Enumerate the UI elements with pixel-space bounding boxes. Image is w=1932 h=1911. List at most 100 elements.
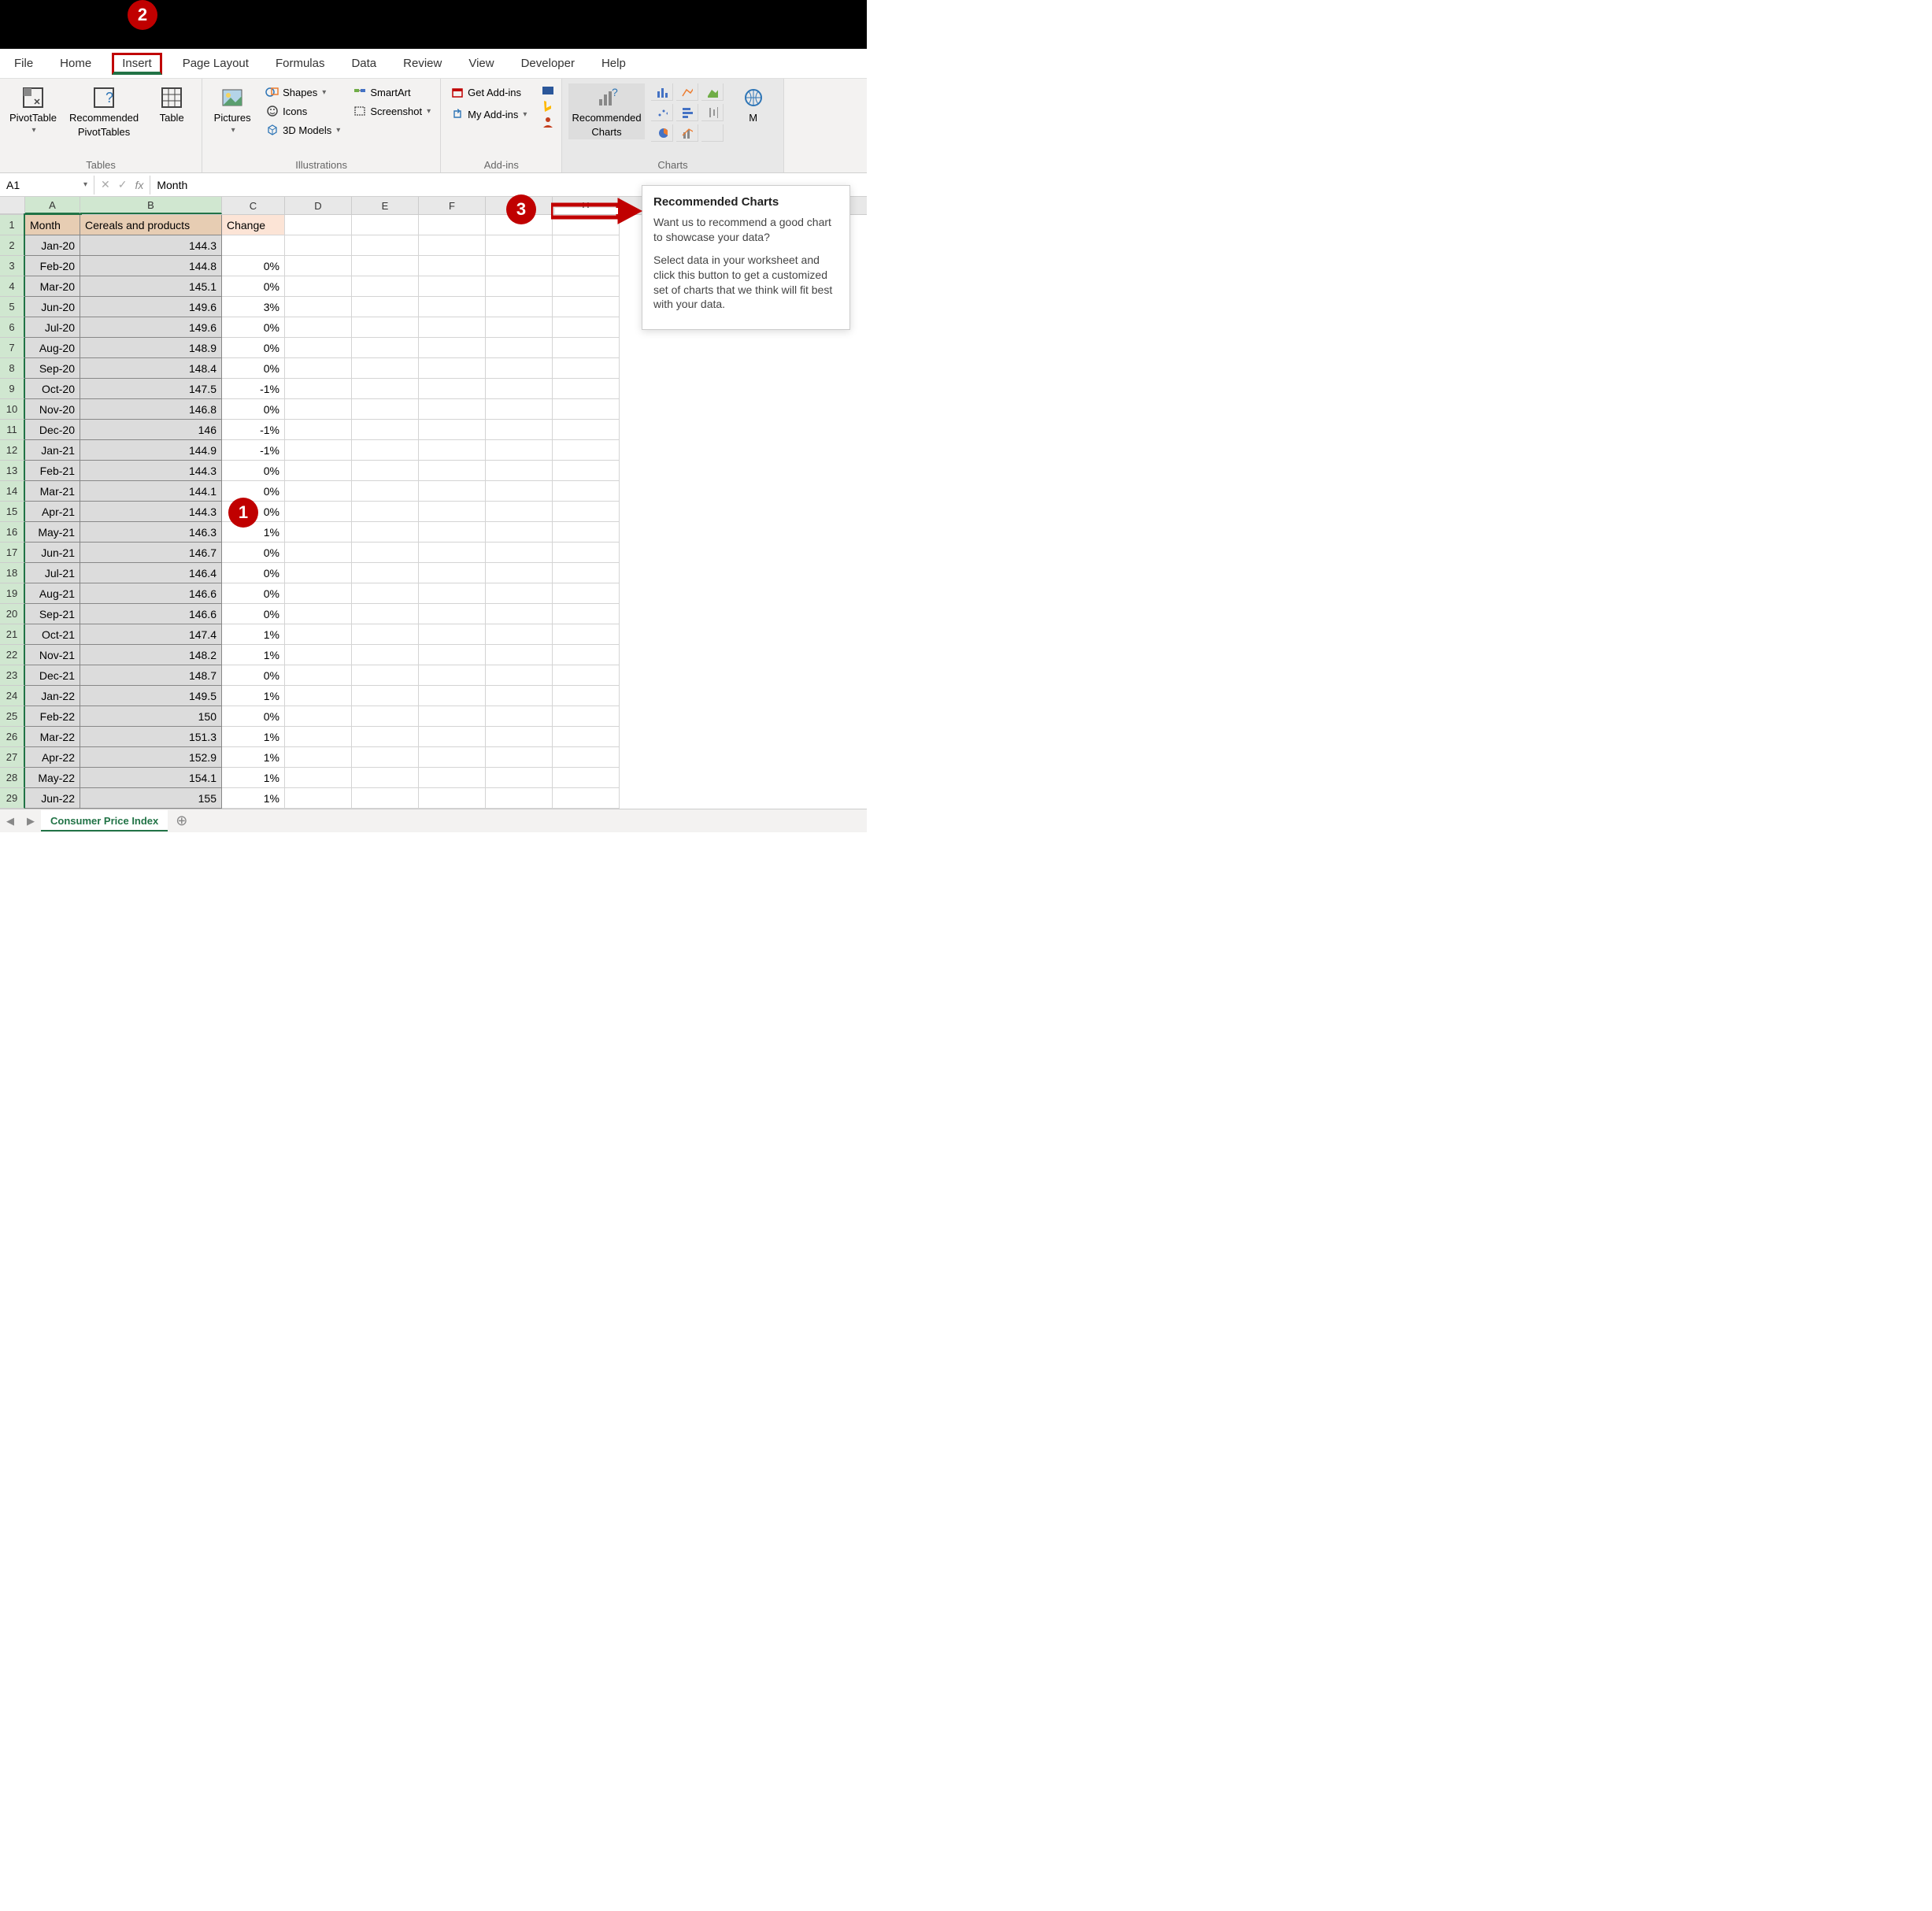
more-chart-icon[interactable] <box>701 124 724 142</box>
cell[interactable] <box>553 706 620 727</box>
cell[interactable]: Oct-20 <box>25 379 80 399</box>
cell[interactable] <box>419 543 486 563</box>
cell[interactable] <box>486 665 553 686</box>
tab-formulas[interactable]: Formulas <box>269 52 331 75</box>
cell[interactable] <box>486 481 553 502</box>
cell[interactable]: 148.4 <box>80 358 222 379</box>
cell[interactable]: 0% <box>222 317 285 338</box>
cell[interactable] <box>486 768 553 788</box>
cell[interactable]: 148.2 <box>80 645 222 665</box>
cell[interactable] <box>553 440 620 461</box>
cell[interactable]: 1% <box>222 686 285 706</box>
line-chart-icon[interactable] <box>676 83 698 101</box>
cell[interactable] <box>486 235 553 256</box>
cell[interactable] <box>285 399 352 420</box>
cell[interactable] <box>553 543 620 563</box>
cell[interactable] <box>419 604 486 624</box>
cell[interactable] <box>352 665 419 686</box>
cell[interactable]: 1% <box>222 788 285 809</box>
cell[interactable] <box>285 686 352 706</box>
screenshot-button[interactable]: Screenshot▾ <box>350 102 434 120</box>
cell[interactable]: 144.1 <box>80 481 222 502</box>
tab-view[interactable]: View <box>462 52 500 75</box>
cell[interactable] <box>419 461 486 481</box>
cell[interactable] <box>352 317 419 338</box>
cell[interactable] <box>419 747 486 768</box>
cell[interactable]: 0% <box>222 481 285 502</box>
cell[interactable] <box>486 583 553 604</box>
my-addins-button[interactable]: My Add-ins▾ <box>447 106 530 123</box>
get-addins-button[interactable]: Get Add-ins <box>447 83 530 101</box>
cell[interactable] <box>486 788 553 809</box>
cell[interactable] <box>285 481 352 502</box>
cell[interactable]: 1% <box>222 747 285 768</box>
cell[interactable]: Feb-21 <box>25 461 80 481</box>
tab-file[interactable]: File <box>8 52 39 75</box>
cell[interactable] <box>553 624 620 645</box>
row-header[interactable]: 6 <box>0 317 25 338</box>
cell[interactable] <box>285 297 352 317</box>
row-header[interactable]: 23 <box>0 665 25 686</box>
row-header[interactable]: 22 <box>0 645 25 665</box>
cell[interactable]: 1% <box>222 645 285 665</box>
row-header[interactable]: 18 <box>0 563 25 583</box>
cell[interactable]: 1% <box>222 522 285 543</box>
pivottable-button[interactable]: PivotTable▾ <box>6 83 60 137</box>
cell[interactable]: 0% <box>222 583 285 604</box>
cell[interactable] <box>352 256 419 276</box>
cell[interactable] <box>352 727 419 747</box>
cell[interactable]: Mar-22 <box>25 727 80 747</box>
tab-help[interactable]: Help <box>595 52 632 75</box>
cell[interactable]: Apr-21 <box>25 502 80 522</box>
cell[interactable]: 144.3 <box>80 461 222 481</box>
smartart-button[interactable]: SmartArt <box>350 83 434 101</box>
cell[interactable] <box>553 317 620 338</box>
cell[interactable] <box>285 727 352 747</box>
cell[interactable] <box>486 379 553 399</box>
cell[interactable] <box>553 256 620 276</box>
cell[interactable] <box>553 379 620 399</box>
enter-icon[interactable]: ✓ <box>118 178 128 191</box>
cell[interactable] <box>419 706 486 727</box>
cell[interactable] <box>419 358 486 379</box>
cell[interactable]: 0% <box>222 276 285 297</box>
cell[interactable]: 1% <box>222 624 285 645</box>
cell[interactable]: Jan-21 <box>25 440 80 461</box>
cell[interactable] <box>222 235 285 256</box>
column-chart-icon[interactable] <box>651 83 673 101</box>
cell[interactable]: Dec-20 <box>25 420 80 440</box>
cell[interactable]: May-21 <box>25 522 80 543</box>
recommended-charts-button[interactable]: ? Recommended Charts <box>568 83 644 139</box>
cell[interactable]: Aug-21 <box>25 583 80 604</box>
row-header[interactable]: 16 <box>0 522 25 543</box>
row-header[interactable]: 21 <box>0 624 25 645</box>
cell[interactable]: Jan-22 <box>25 686 80 706</box>
cell[interactable] <box>419 235 486 256</box>
cell[interactable] <box>486 604 553 624</box>
cell[interactable]: 155 <box>80 788 222 809</box>
cell[interactable] <box>419 297 486 317</box>
cell[interactable]: 150 <box>80 706 222 727</box>
cell[interactable]: 144.3 <box>80 235 222 256</box>
cell[interactable]: 147.4 <box>80 624 222 645</box>
sheet-nav-prev[interactable]: ◀ <box>0 815 20 828</box>
cell[interactable]: 144.9 <box>80 440 222 461</box>
cell[interactable] <box>486 645 553 665</box>
cell[interactable]: 146.3 <box>80 522 222 543</box>
cell[interactable] <box>285 604 352 624</box>
column-header-F[interactable]: F <box>419 197 486 214</box>
cell[interactable]: Nov-21 <box>25 645 80 665</box>
row-header[interactable]: 2 <box>0 235 25 256</box>
cell[interactable] <box>352 706 419 727</box>
stock-chart-icon[interactable] <box>701 104 724 121</box>
cell[interactable] <box>352 399 419 420</box>
cell[interactable] <box>486 358 553 379</box>
row-header[interactable]: 29 <box>0 788 25 809</box>
cell[interactable] <box>285 706 352 727</box>
cell[interactable] <box>352 481 419 502</box>
combo-chart-icon[interactable] <box>676 124 698 142</box>
cell[interactable] <box>553 686 620 706</box>
pie-chart-icon[interactable] <box>651 124 673 142</box>
cell[interactable] <box>486 420 553 440</box>
cell[interactable] <box>486 522 553 543</box>
